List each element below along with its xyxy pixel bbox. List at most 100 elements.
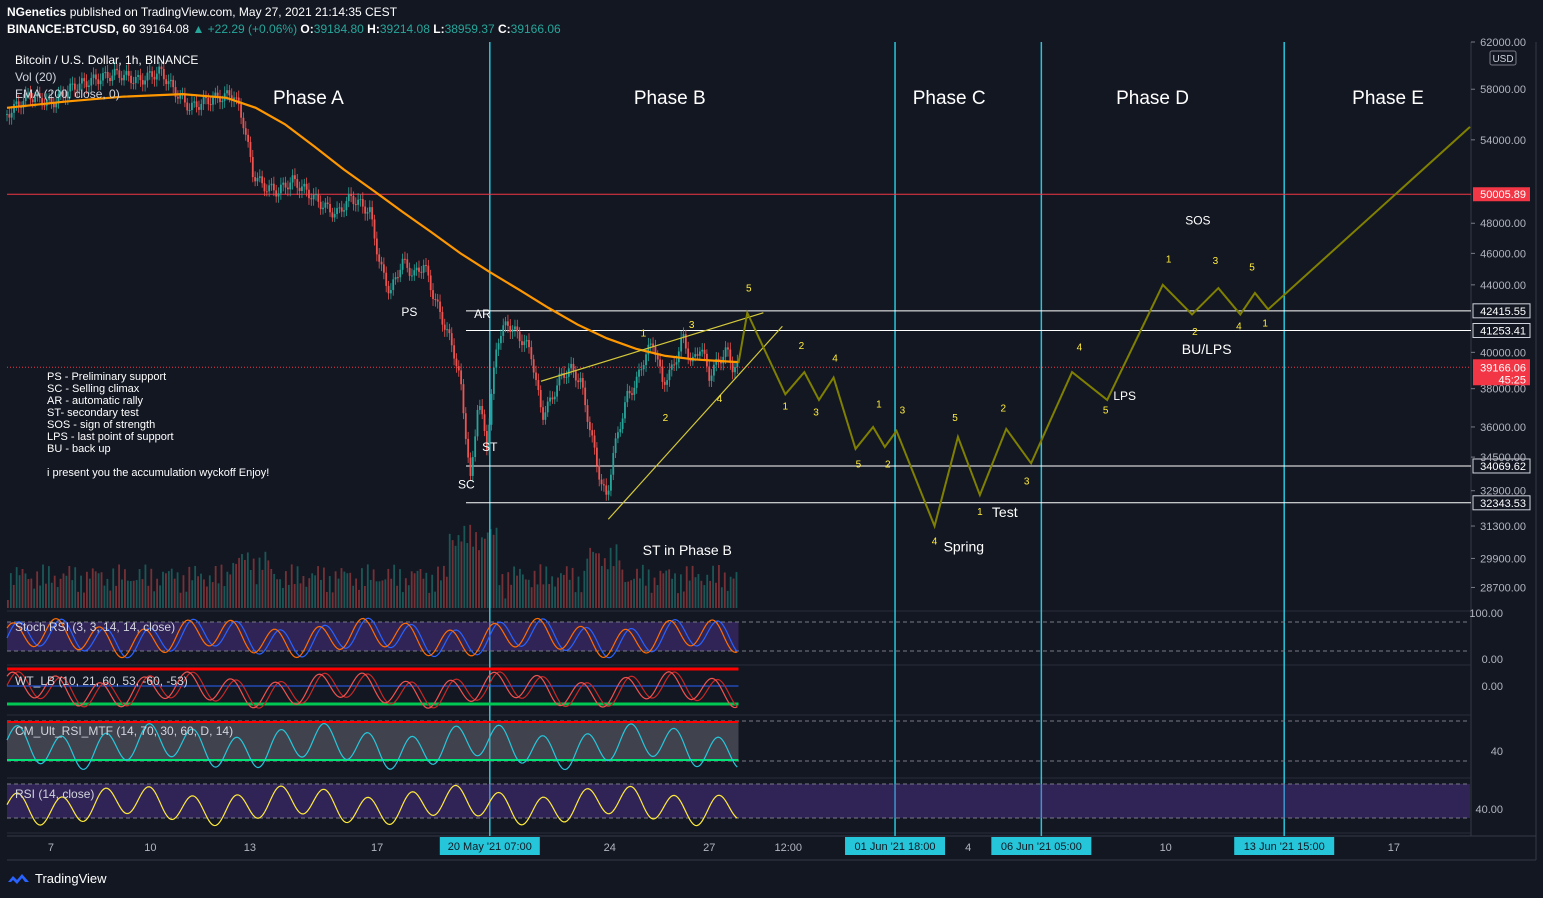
wave-label: 1: [783, 401, 789, 412]
stoch-rsi-band: [7, 622, 739, 651]
candle-body: [158, 66, 161, 74]
y-tick-label: 62000.00: [1480, 37, 1526, 49]
symbol[interactable]: BINANCE:BTCUSD, 60: [7, 22, 136, 36]
volume-bar: [170, 568, 173, 608]
volume-bar: [185, 591, 188, 608]
candle-body: [652, 343, 654, 347]
wave-label: 2: [1001, 403, 1007, 414]
x-highlight-label: 01 Jun '21 18:00: [855, 841, 936, 853]
candle-body: [258, 176, 261, 178]
volume-bar: [232, 562, 235, 608]
x-highlight-label: 20 May '21 07:00: [448, 841, 532, 853]
candle-body: [563, 372, 566, 378]
candle-body: [656, 354, 659, 360]
volume-bar: [290, 564, 293, 608]
candle-body: [116, 68, 118, 71]
symbol-line: BINANCE:BTCUSD, 60 39164.08 ▲ +22.29 (+0…: [7, 22, 561, 36]
wave-label: 5: [746, 283, 752, 294]
candle-body: [296, 179, 299, 188]
candle-body: [595, 447, 598, 466]
candle-body: [284, 182, 287, 188]
volume-bar: [33, 588, 36, 608]
candle-body: [312, 194, 315, 200]
candle-body: [52, 103, 55, 108]
volume-bar: [50, 582, 53, 608]
volume-bar: [59, 578, 62, 608]
volume-bar: [296, 566, 299, 608]
volume-bar: [156, 578, 159, 608]
candle-body: [518, 331, 521, 342]
y-tick-label: 46000.00: [1480, 248, 1526, 260]
candle-body: [240, 104, 242, 118]
volume-bar: [589, 547, 592, 608]
volume-bar: [325, 591, 328, 608]
volume-bar: [340, 568, 343, 608]
candle-body: [24, 92, 27, 102]
rsi-panel: RSI (14, close) 40.00: [6, 783, 1503, 827]
candle-body: [443, 324, 446, 330]
candle-body: [565, 376, 568, 378]
tradingview-footer[interactable]: TradingView: [7, 871, 107, 886]
candle-body: [614, 438, 617, 453]
candle-body: [15, 101, 18, 104]
candle-body: [317, 194, 320, 202]
wave-label: 1: [977, 507, 983, 518]
candle-body: [282, 182, 285, 185]
volume-bar: [302, 575, 305, 608]
volume-bar: [448, 533, 451, 608]
volume-bar: [363, 585, 366, 608]
volume-bar: [223, 586, 226, 608]
open-value: 39184.80: [313, 22, 364, 36]
volume-bar: [460, 541, 463, 608]
y-tick-label: 29900.00: [1480, 553, 1526, 565]
volume-bar: [723, 572, 726, 608]
candle-body: [172, 79, 175, 88]
candle-body: [57, 93, 60, 103]
volume-bar: [399, 569, 401, 608]
candle-body: [294, 175, 296, 180]
candle-body: [556, 385, 558, 397]
candle-body: [507, 321, 509, 326]
legend-note: LPS - last point of support: [47, 431, 174, 443]
candle-body: [22, 101, 25, 108]
candle-body: [242, 117, 245, 129]
volume-bar: [71, 580, 74, 608]
wave-label: 3: [813, 407, 819, 418]
candle-body: [81, 78, 83, 84]
candle-body: [483, 414, 486, 432]
volume-bar: [147, 585, 150, 608]
volume-bar: [636, 568, 638, 608]
wave-label: 3: [900, 405, 906, 416]
candle-body: [125, 71, 128, 75]
volume-bar: [592, 551, 594, 608]
volume-bar: [615, 544, 618, 608]
candle-body: [169, 79, 172, 82]
event-label: AR: [474, 307, 491, 321]
candle-body: [268, 185, 271, 192]
volume-bar: [437, 566, 439, 608]
publisher-name[interactable]: NGenetics: [7, 5, 67, 19]
candle-body: [195, 101, 198, 108]
candle-body: [378, 254, 381, 262]
candle-body: [331, 212, 334, 218]
candle-body: [684, 334, 687, 349]
volume-bar: [539, 564, 542, 608]
tradingview-logo-icon: [8, 873, 29, 884]
volume-bar: [200, 573, 202, 608]
main-indicator-label: EMA (200, close, 0): [15, 87, 120, 101]
event-label: LPS: [1113, 389, 1136, 403]
wt-lb-line: [6, 671, 738, 709]
candle-body: [214, 92, 217, 98]
event-label: BU/LPS: [1182, 341, 1232, 357]
volume-bar: [533, 570, 536, 608]
candle-body: [649, 343, 652, 345]
candle-body: [27, 92, 29, 94]
candle-body: [464, 413, 467, 439]
volume-bar: [475, 532, 477, 608]
volume-bar: [165, 573, 167, 608]
publish-line: NGenetics published on TradingView.com, …: [7, 5, 397, 19]
volume-bar: [36, 571, 39, 608]
volume-bar: [241, 554, 243, 608]
volume-bar: [536, 584, 539, 608]
